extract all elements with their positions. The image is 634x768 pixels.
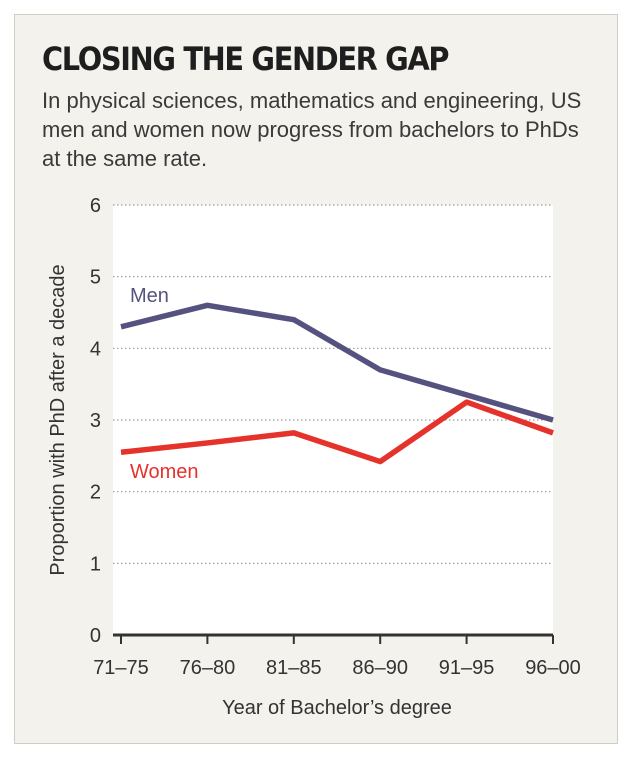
series-label-women: Women xyxy=(130,461,199,483)
x-tick-label: 86–90 xyxy=(352,657,408,679)
x-axis-ticks: 71–75 76–80 81–85 86–90 91–95 96–00 xyxy=(93,635,581,679)
y-tick-label: 4 xyxy=(90,338,101,360)
x-axis-label: Year of Bachelor’s degree xyxy=(222,697,452,719)
chart-title: CLOSING THE GENDER GAP xyxy=(42,40,450,78)
series-line-women xyxy=(120,399,554,465)
x-tick-label: 96–00 xyxy=(525,657,581,679)
series-line-men xyxy=(120,302,554,423)
y-axis-ticks: 0 1 2 3 4 5 6 xyxy=(90,195,101,647)
y-tick-label: 0 xyxy=(90,625,101,647)
x-tick-label: 81–85 xyxy=(266,657,322,679)
series-lines xyxy=(120,302,554,465)
x-tick-label: 76–80 xyxy=(180,657,236,679)
y-axis-label: Proportion with PhD after a decade xyxy=(47,264,69,575)
y-tick-label: 5 xyxy=(90,267,101,289)
x-tick-label: 71–75 xyxy=(93,657,149,679)
gridlines xyxy=(113,204,553,564)
chart-subtitle: In physical sciences, mathematics and en… xyxy=(42,88,582,171)
y-tick-label: 3 xyxy=(90,410,101,432)
y-tick-label: 6 xyxy=(90,195,101,217)
x-tick-label: 91–95 xyxy=(439,657,495,679)
y-tick-label: 1 xyxy=(90,553,101,575)
y-tick-label: 2 xyxy=(90,482,101,504)
series-label-men: Men xyxy=(130,285,169,307)
